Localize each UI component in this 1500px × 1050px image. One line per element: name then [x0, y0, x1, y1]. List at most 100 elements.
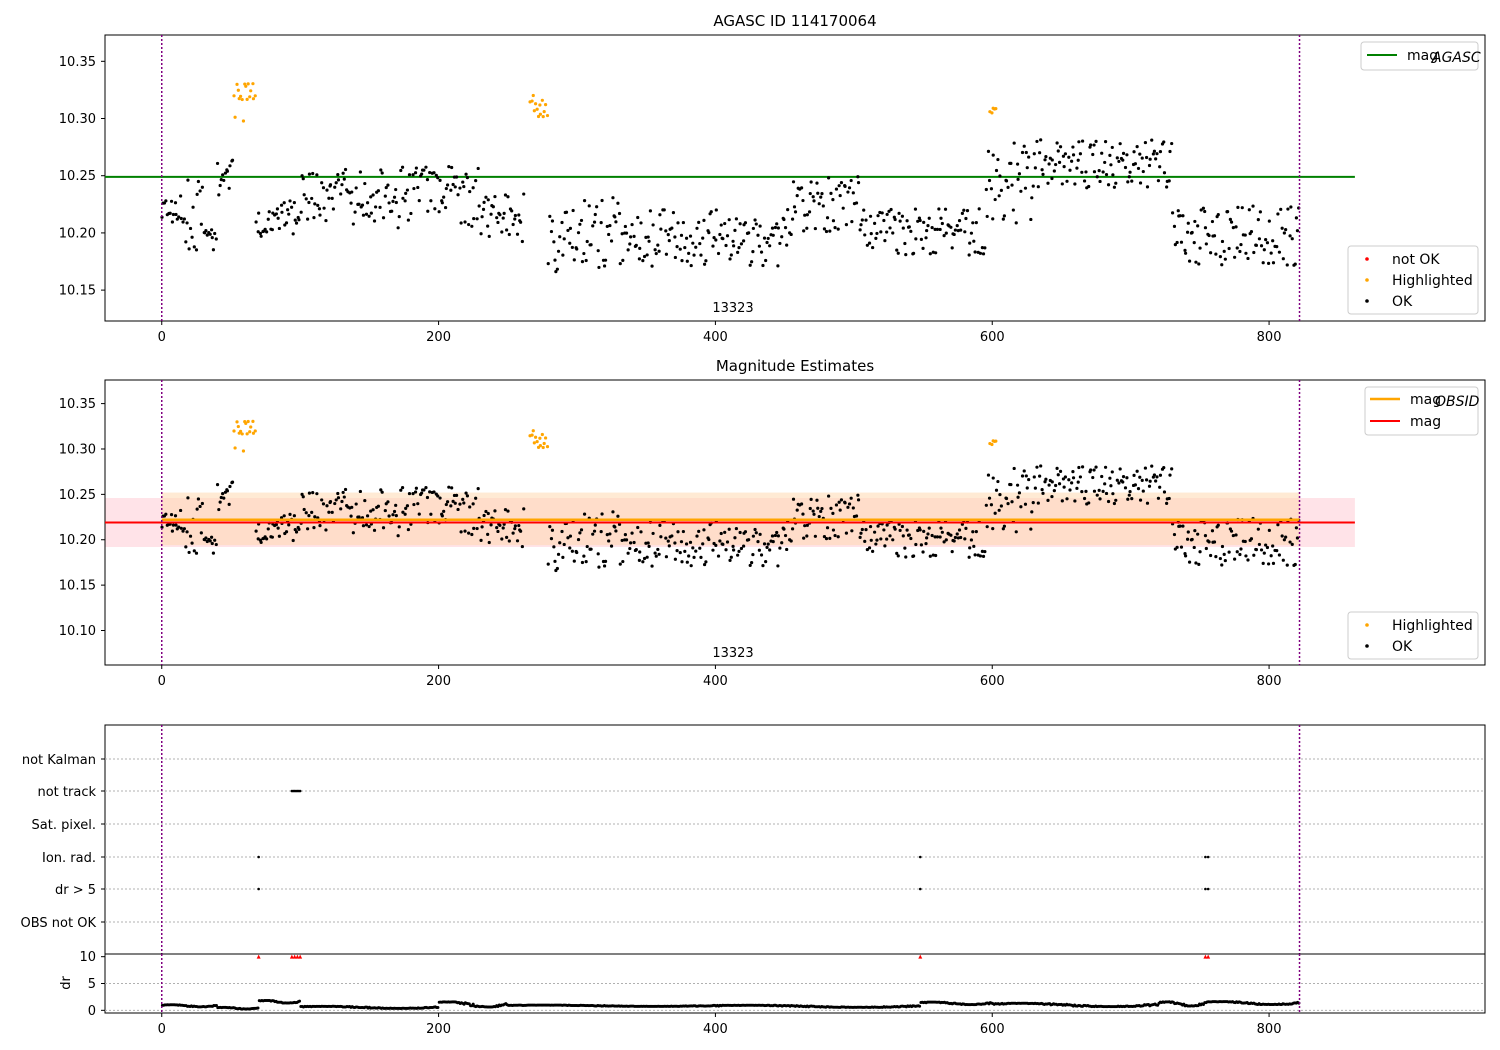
ok-point [849, 178, 853, 183]
ok-point [1033, 166, 1037, 170]
ok-point [762, 542, 767, 546]
ok-point [351, 531, 355, 535]
ok-point [1012, 141, 1016, 145]
ok-point [603, 559, 608, 563]
ok-point [758, 224, 762, 228]
clipped-marker [289, 954, 294, 959]
x-tick-label: 0 [158, 674, 166, 689]
ok-point [1216, 523, 1220, 527]
ok-point [723, 221, 727, 226]
flag-point [1206, 855, 1210, 859]
ok-point [1158, 485, 1162, 489]
ok-point [339, 192, 343, 196]
ok-point [470, 532, 474, 537]
ok-point [919, 543, 924, 547]
ok-point [1141, 489, 1145, 493]
ok-point [191, 205, 195, 209]
ok-point [776, 226, 780, 230]
x-tick-label: 800 [1257, 674, 1282, 689]
ok-point [291, 538, 295, 543]
ok-point [1138, 181, 1143, 185]
ok-point [546, 262, 550, 266]
ok-point [815, 498, 819, 502]
ok-point [1091, 152, 1095, 157]
ok-point [949, 533, 953, 537]
ok-point [447, 165, 451, 169]
ok-point [904, 253, 908, 257]
ok-point [341, 490, 345, 495]
ok-point [1111, 173, 1115, 177]
ok-point [390, 209, 394, 213]
ok-point [383, 508, 387, 513]
legend-subscript: OBSID [1435, 394, 1480, 410]
ok-point [924, 542, 928, 546]
ok-point [1276, 212, 1280, 216]
ok-point [312, 216, 316, 220]
ok-point [914, 542, 918, 547]
ok-point [1233, 255, 1237, 259]
ok-point [171, 212, 176, 217]
ok-point [1067, 478, 1071, 482]
ok-point [164, 199, 168, 203]
ok-point [1285, 563, 1289, 567]
ok-point [903, 241, 907, 246]
ok-point [1071, 476, 1076, 480]
ok-point [199, 222, 203, 226]
ok-point [1061, 154, 1066, 158]
ok-point [1279, 207, 1283, 211]
ok-point [396, 226, 400, 230]
ok-point [628, 546, 632, 551]
ok-point [785, 243, 789, 247]
ok-point [1092, 170, 1097, 174]
ok-point [756, 233, 760, 237]
chart-title: AGASC ID 114170064 [713, 12, 876, 30]
ok-point [293, 218, 297, 222]
ok-point [860, 218, 864, 222]
ok-point [962, 208, 966, 212]
ok-point [500, 230, 504, 234]
ok-point [1210, 529, 1215, 533]
ok-point [683, 245, 687, 250]
ok-point [1194, 561, 1198, 565]
highlighted-point [535, 107, 539, 111]
ok-point [311, 491, 315, 495]
ok-point [940, 221, 944, 226]
ok-point [623, 224, 627, 229]
ok-point [1203, 226, 1208, 230]
ok-point [1155, 152, 1159, 156]
highlighted-point [251, 97, 256, 101]
ok-point [733, 228, 737, 232]
ok-point [647, 544, 651, 548]
highlighted-point [535, 440, 539, 444]
ok-point [1062, 165, 1066, 169]
ok-point [1121, 480, 1125, 484]
ok-point [699, 555, 703, 559]
ok-point [325, 188, 329, 192]
ok-point [363, 181, 367, 186]
ok-point [582, 512, 587, 516]
ok-point [862, 208, 866, 212]
ok-point [724, 243, 728, 248]
ok-point [1284, 228, 1288, 232]
ok-point [939, 216, 943, 220]
ok-point [641, 560, 645, 564]
ok-point [279, 203, 284, 207]
ok-point [1108, 476, 1112, 480]
ok-point [1252, 250, 1256, 255]
ok-point [270, 535, 274, 539]
ok-point [582, 251, 586, 256]
ok-point [891, 231, 895, 235]
ok-point [474, 179, 478, 183]
ok-point [882, 218, 886, 223]
ok-point [479, 538, 483, 543]
ok-point [196, 179, 200, 184]
ok-point [548, 214, 552, 218]
ok-point [898, 219, 902, 223]
ok-point [702, 562, 707, 567]
ok-point [1167, 179, 1171, 183]
ok-point [187, 550, 191, 555]
ok-point [1239, 242, 1243, 247]
ok-point [177, 525, 181, 529]
ok-point [343, 487, 348, 492]
ok-point [614, 529, 618, 533]
